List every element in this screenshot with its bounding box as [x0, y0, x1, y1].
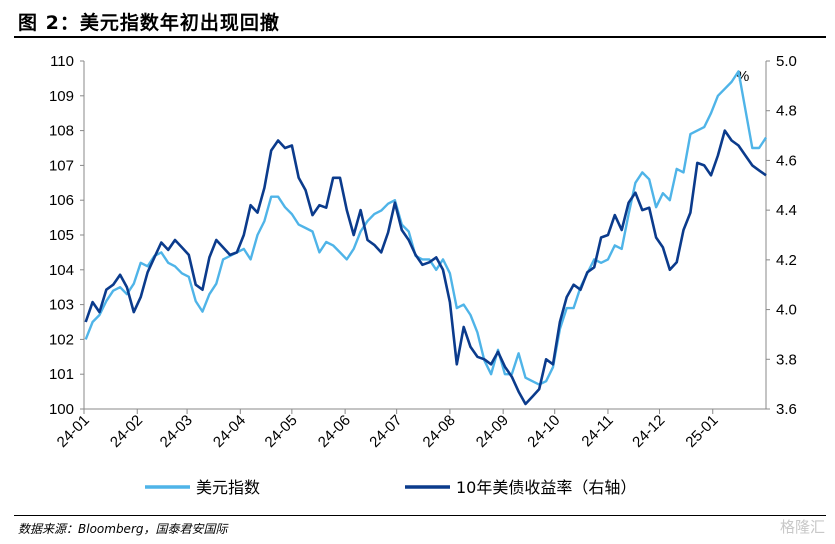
- right-tick-label: 4.8: [776, 103, 797, 120]
- left-tick-label: 106: [49, 192, 74, 209]
- right-tick-label: 4.4: [776, 202, 797, 219]
- footer-rule: [14, 515, 826, 516]
- x-tick-label: 24-04: [210, 412, 249, 451]
- right-tick-label: 4.0: [776, 302, 797, 319]
- title-rule: [14, 36, 826, 38]
- left-tick-label: 110: [50, 53, 74, 70]
- source-note: 数据来源：Bloomberg，国泰君安国际: [18, 522, 228, 536]
- chart-lines: [84, 70, 767, 406]
- left-tick-label: 105: [49, 227, 74, 244]
- series-line-10y-yield: [84, 129, 767, 406]
- watermark: 格隆汇: [779, 518, 825, 536]
- right-tick-label: 3.8: [776, 351, 797, 368]
- x-tick-label: 24-09: [473, 412, 512, 451]
- left-tick-label: 108: [49, 123, 74, 140]
- x-tick-label: 24-08: [420, 412, 459, 451]
- figure-title: 图 2：美元指数年初出现回撤: [18, 12, 280, 34]
- x-tick-label: 24-12: [629, 412, 668, 451]
- right-tick-label: 5.0: [776, 53, 797, 70]
- right-tick-label: 3.6: [776, 401, 797, 418]
- x-tick-label: 25-01: [682, 412, 721, 451]
- line-chart: 100 101 102 103 104 105 106 107 108 109 110 3.6 3.8 4…: [49, 53, 797, 497]
- x-tick-label: 24-05: [262, 412, 301, 451]
- x-tick-label: 24-10: [524, 412, 563, 451]
- right-tick-label: 4.2: [776, 252, 797, 269]
- legend-label-dxy: 美元指数: [196, 478, 260, 497]
- x-tick-label: 24-11: [578, 412, 616, 450]
- legend-label-yield: 10年美债收益率（右轴）: [456, 478, 636, 497]
- left-tick-label: 109: [49, 88, 74, 105]
- left-tick-label: 104: [49, 262, 74, 279]
- left-tick-label: 102: [49, 331, 74, 348]
- right-tick-label: 4.6: [776, 152, 797, 169]
- left-tick-label: 107: [49, 157, 74, 174]
- x-tick-label: 24-03: [157, 412, 196, 451]
- x-tick-label: 24-07: [366, 412, 405, 451]
- left-tick-label: 103: [49, 297, 74, 314]
- x-tick-label: 24-02: [107, 412, 146, 451]
- left-tick-label: 100: [49, 401, 74, 418]
- chart-legend: 美元指数 10年美债收益率（右轴）: [145, 478, 636, 497]
- series-line-dxy: [84, 70, 767, 386]
- x-tick-label: 24-06: [315, 412, 354, 451]
- left-tick-label: 101: [49, 366, 74, 383]
